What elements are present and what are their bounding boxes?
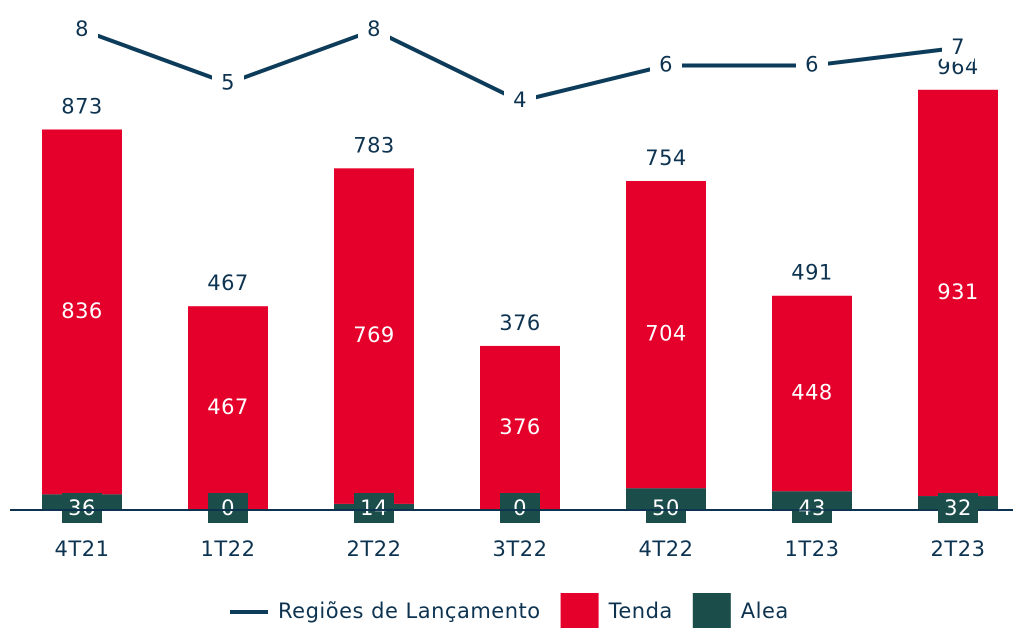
total-label: 376 — [499, 311, 541, 335]
line-label: 6 — [805, 53, 819, 77]
legend-swatch — [560, 593, 599, 628]
value-label: 448 — [791, 380, 833, 404]
x-tick-label: 4T22 — [639, 537, 694, 561]
total-label: 491 — [791, 261, 833, 285]
bar-segment — [918, 89, 998, 497]
value-label: 0 — [221, 496, 235, 520]
label-bg — [796, 51, 828, 80]
value-label: 769 — [353, 323, 395, 347]
value-label: 32 — [944, 496, 972, 520]
value-label: 43 — [798, 496, 826, 520]
total-label: 467 — [207, 271, 249, 295]
x-tick-label: 2T23 — [931, 537, 986, 561]
label-bg — [504, 87, 536, 116]
label-box — [208, 493, 248, 523]
total-label: 873 — [61, 94, 103, 118]
line-label: 5 — [221, 70, 235, 94]
value-label: 14 — [360, 496, 388, 520]
x-tick-label: 4T21 — [55, 537, 110, 561]
value-label: 0 — [513, 496, 527, 520]
x-tick-label: 1T23 — [785, 537, 840, 561]
legend-label: Regiões de Lançamento — [278, 599, 541, 623]
label-bg — [942, 33, 974, 62]
label-bg — [66, 16, 98, 44]
label-box — [354, 493, 394, 523]
value-label: 376 — [499, 415, 541, 439]
value-label: 467 — [207, 395, 249, 419]
value-label: 704 — [645, 322, 687, 346]
legend-label: Alea — [741, 599, 789, 623]
bar-segment — [626, 180, 706, 489]
value-label: 50 — [652, 496, 680, 520]
line-label: 8 — [75, 17, 89, 41]
value-label: 836 — [61, 299, 103, 323]
value-label: 931 — [937, 280, 979, 304]
label-box — [646, 493, 686, 523]
total-label: 783 — [353, 133, 395, 157]
x-tick-label: 3T22 — [493, 537, 548, 561]
legend-label: Tenda — [608, 599, 673, 623]
total-label: 754 — [645, 146, 687, 170]
bar-segment — [42, 129, 122, 495]
label-box — [792, 493, 832, 523]
bar-segment — [188, 306, 268, 510]
line-label: 7 — [951, 35, 965, 59]
label-box — [62, 493, 102, 523]
bar-segment — [772, 295, 852, 492]
label-bg — [650, 51, 682, 80]
label-box — [938, 493, 978, 523]
label-bg — [212, 69, 244, 98]
label-bg — [358, 16, 390, 44]
label-box — [500, 493, 540, 523]
legend-swatch — [692, 593, 731, 628]
x-tick-label: 2T22 — [347, 537, 402, 561]
bar-segment — [334, 168, 414, 504]
line-label: 4 — [513, 88, 527, 112]
line-label: 8 — [367, 17, 381, 41]
line-label: 6 — [659, 53, 673, 77]
value-label: 36 — [68, 496, 96, 520]
x-tick-label: 1T22 — [201, 537, 256, 561]
bar-segment — [480, 345, 560, 510]
